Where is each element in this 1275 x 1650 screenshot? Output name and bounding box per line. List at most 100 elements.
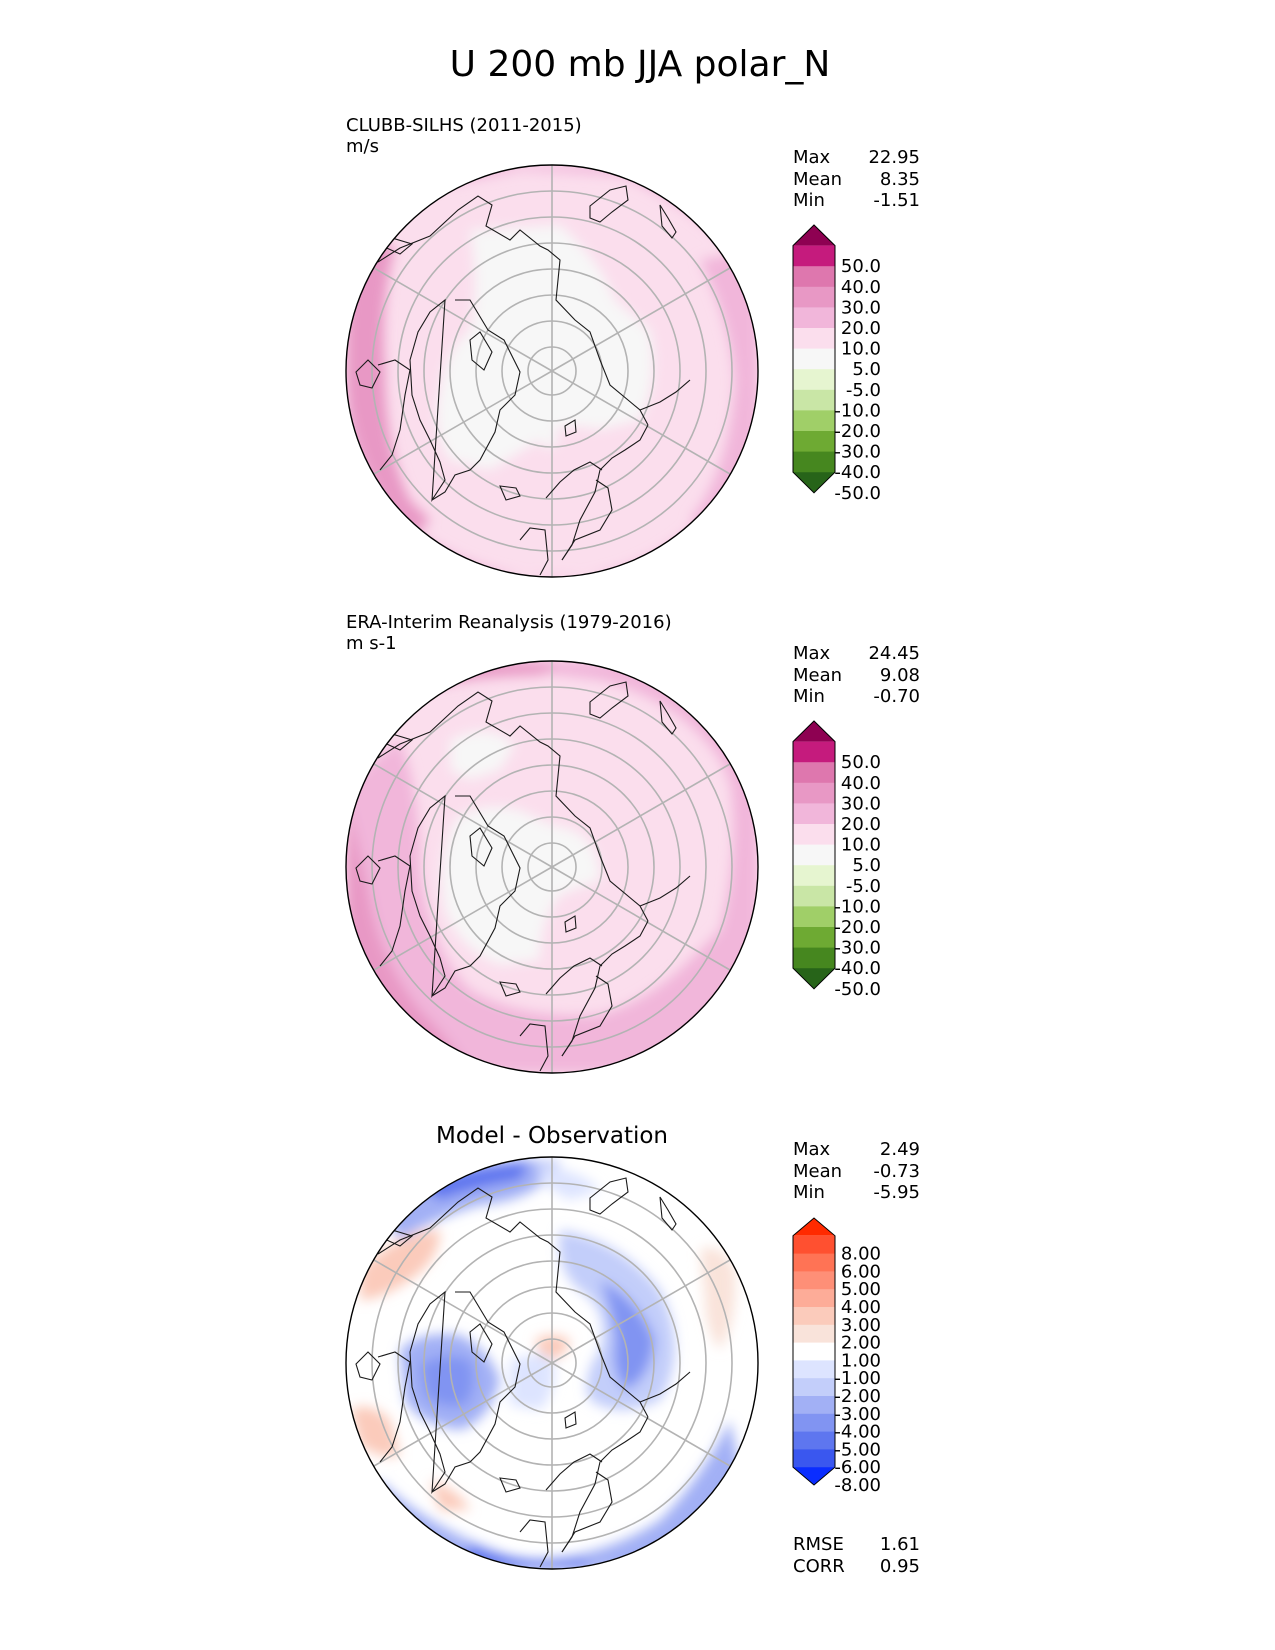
colorbar-tick-label: 10.0	[841, 835, 881, 856]
colorbar-tick-label: -1.00	[834, 1368, 881, 1389]
colorbar-swatch	[793, 1342, 835, 1361]
colorbar-extend-max	[793, 225, 835, 246]
colorbar-swatch	[793, 844, 835, 866]
colorbar-swatch	[793, 803, 835, 825]
colorbar-tick-label: 3.00	[841, 1315, 881, 1336]
colorbar-tick-label: 50.0	[841, 752, 881, 773]
stat-mean-label: Mean	[793, 169, 842, 190]
colorbar-swatch	[793, 431, 835, 453]
colorbar-swatch	[793, 389, 835, 411]
colorbar-extend-max	[793, 721, 835, 742]
stat-min-value: -5.95	[873, 1182, 920, 1203]
colorbar-tick-label: -5.00	[834, 1439, 881, 1460]
stat-min-label: Min	[793, 1182, 825, 1203]
colorbar-tick-label: 2.00	[841, 1333, 881, 1354]
colorbar-extend-min	[793, 968, 835, 989]
colorbar-tick-label: 40.0	[841, 277, 881, 298]
corr-label: CORR	[793, 1556, 845, 1577]
colorbar-swatch	[793, 1253, 835, 1272]
colorbar-tick-label: -50.0	[834, 979, 881, 1000]
colorbar-swatch	[793, 410, 835, 432]
panel-2-map	[346, 661, 758, 1073]
colorbar-tick-label: -50.0	[834, 483, 881, 504]
stat-max-label: Max	[793, 147, 831, 168]
colorbar-tick-label: 5.00	[841, 1279, 881, 1300]
colorbar-swatch	[793, 824, 835, 846]
colorbar-tick-label: 6.00	[841, 1261, 881, 1282]
panel-2-title: ERA-Interim Reanalysis (1979-2016)	[346, 612, 672, 633]
colorbar-extend-min	[793, 472, 835, 493]
colorbar-tick-label: -20.0	[834, 917, 881, 938]
rmse-value: 1.61	[880, 1534, 920, 1555]
panel-1-stats: Max 22.95 Mean 8.35 Min -1.51	[793, 147, 920, 211]
rmse-label: RMSE	[793, 1534, 844, 1555]
colorbar-swatch	[793, 266, 835, 288]
colorbar-tick-label: -40.0	[834, 958, 881, 979]
colorbar-tick-label: 50.0	[841, 256, 881, 277]
panel-2-units: m s-1	[346, 633, 397, 654]
stat-max-label: Max	[793, 1139, 831, 1160]
colorbar-tick-label: -5.0	[846, 876, 881, 897]
colorbar-swatch	[793, 1235, 835, 1255]
panel-1-title: CLUBB-SILHS (2011-2015)	[346, 115, 582, 136]
colorbar-swatch	[793, 906, 835, 928]
colorbar-swatch	[793, 1324, 835, 1344]
stat-max-value: 24.45	[868, 643, 920, 664]
colorbar-swatch	[793, 245, 835, 267]
colorbar-tick-label: 4.00	[841, 1297, 881, 1318]
colorbar-swatch	[793, 885, 835, 907]
colorbar-tick-label: 5.0	[852, 855, 881, 876]
colorbar-swatch	[793, 741, 835, 763]
colorbar-extend-max	[793, 1218, 835, 1236]
panel-1-colorbar: 50.040.030.020.010.05.0-5.0-10.0-20.0-30…	[792, 224, 881, 504]
panel-3-title: Model - Observation	[436, 1123, 668, 1149]
colorbar-tick-label: 40.0	[841, 773, 881, 794]
corr-value: 0.95	[880, 1556, 920, 1577]
colorbar-swatch	[793, 1378, 835, 1397]
colorbar-outline	[792, 720, 836, 990]
stat-min-value: -1.51	[873, 190, 920, 211]
colorbar-outline	[792, 224, 836, 494]
stat-mean-label: Mean	[793, 1161, 842, 1182]
colorbar-tick-label: 8.00	[841, 1244, 881, 1265]
panel-2-stats: Max 24.45 Mean 9.08 Min -0.70	[793, 643, 920, 707]
colorbar-tick-label: -10.0	[834, 896, 881, 917]
stat-min-label: Min	[793, 686, 825, 707]
colorbar-outline	[792, 1217, 836, 1486]
colorbar-tick-label: 10.0	[841, 339, 881, 360]
stat-mean-value: 8.35	[880, 169, 920, 190]
colorbar-tick-label: -4.00	[834, 1422, 881, 1443]
colorbar-tick-label: 20.0	[841, 318, 881, 339]
colorbar-tick-label: -8.00	[834, 1475, 881, 1496]
stat-max-label: Max	[793, 643, 831, 664]
figure-title: U 200 mb JJA polar_N	[450, 44, 831, 85]
colorbar-swatch	[793, 451, 835, 473]
panel-2: ERA-Interim Reanalysis (1979-2016) m s-1…	[345, 612, 920, 1074]
colorbar-swatch	[793, 369, 835, 391]
colorbar-swatch	[793, 947, 835, 969]
stat-min-value: -0.70	[873, 686, 920, 707]
colorbar-swatch	[793, 307, 835, 329]
colorbar-extend-min	[793, 1467, 835, 1485]
colorbar-swatch	[793, 328, 835, 350]
colorbar-swatch	[793, 1271, 835, 1290]
panel-2-colorbar: 50.040.030.020.010.05.0-5.0-10.0-20.0-30…	[792, 720, 881, 1000]
colorbar-tick-label: -10.0	[834, 400, 881, 421]
colorbar-tick-label: -30.0	[834, 442, 881, 463]
colorbar-tick-label: 30.0	[841, 297, 881, 318]
panel-1-units: m/s	[346, 136, 379, 157]
colorbar-tick-label: -6.00	[834, 1457, 881, 1478]
stat-mean-label: Mean	[793, 665, 842, 686]
colorbar-swatch	[793, 1431, 835, 1450]
colorbar-swatch	[793, 1360, 835, 1379]
colorbar-tick-label: -2.00	[834, 1386, 881, 1407]
colorbar-swatch	[793, 1413, 835, 1433]
colorbar-tick-label: -3.00	[834, 1404, 881, 1425]
colorbar-tick-label: 5.0	[852, 359, 881, 380]
colorbar-swatch	[793, 1289, 835, 1308]
colorbar-swatch	[793, 1307, 835, 1326]
colorbar-tick-label: 1.00	[841, 1350, 881, 1371]
panel-1: CLUBB-SILHS (2011-2015) m/s Max 22.95 Me…	[345, 115, 920, 578]
stat-max-value: 2.49	[880, 1139, 920, 1160]
